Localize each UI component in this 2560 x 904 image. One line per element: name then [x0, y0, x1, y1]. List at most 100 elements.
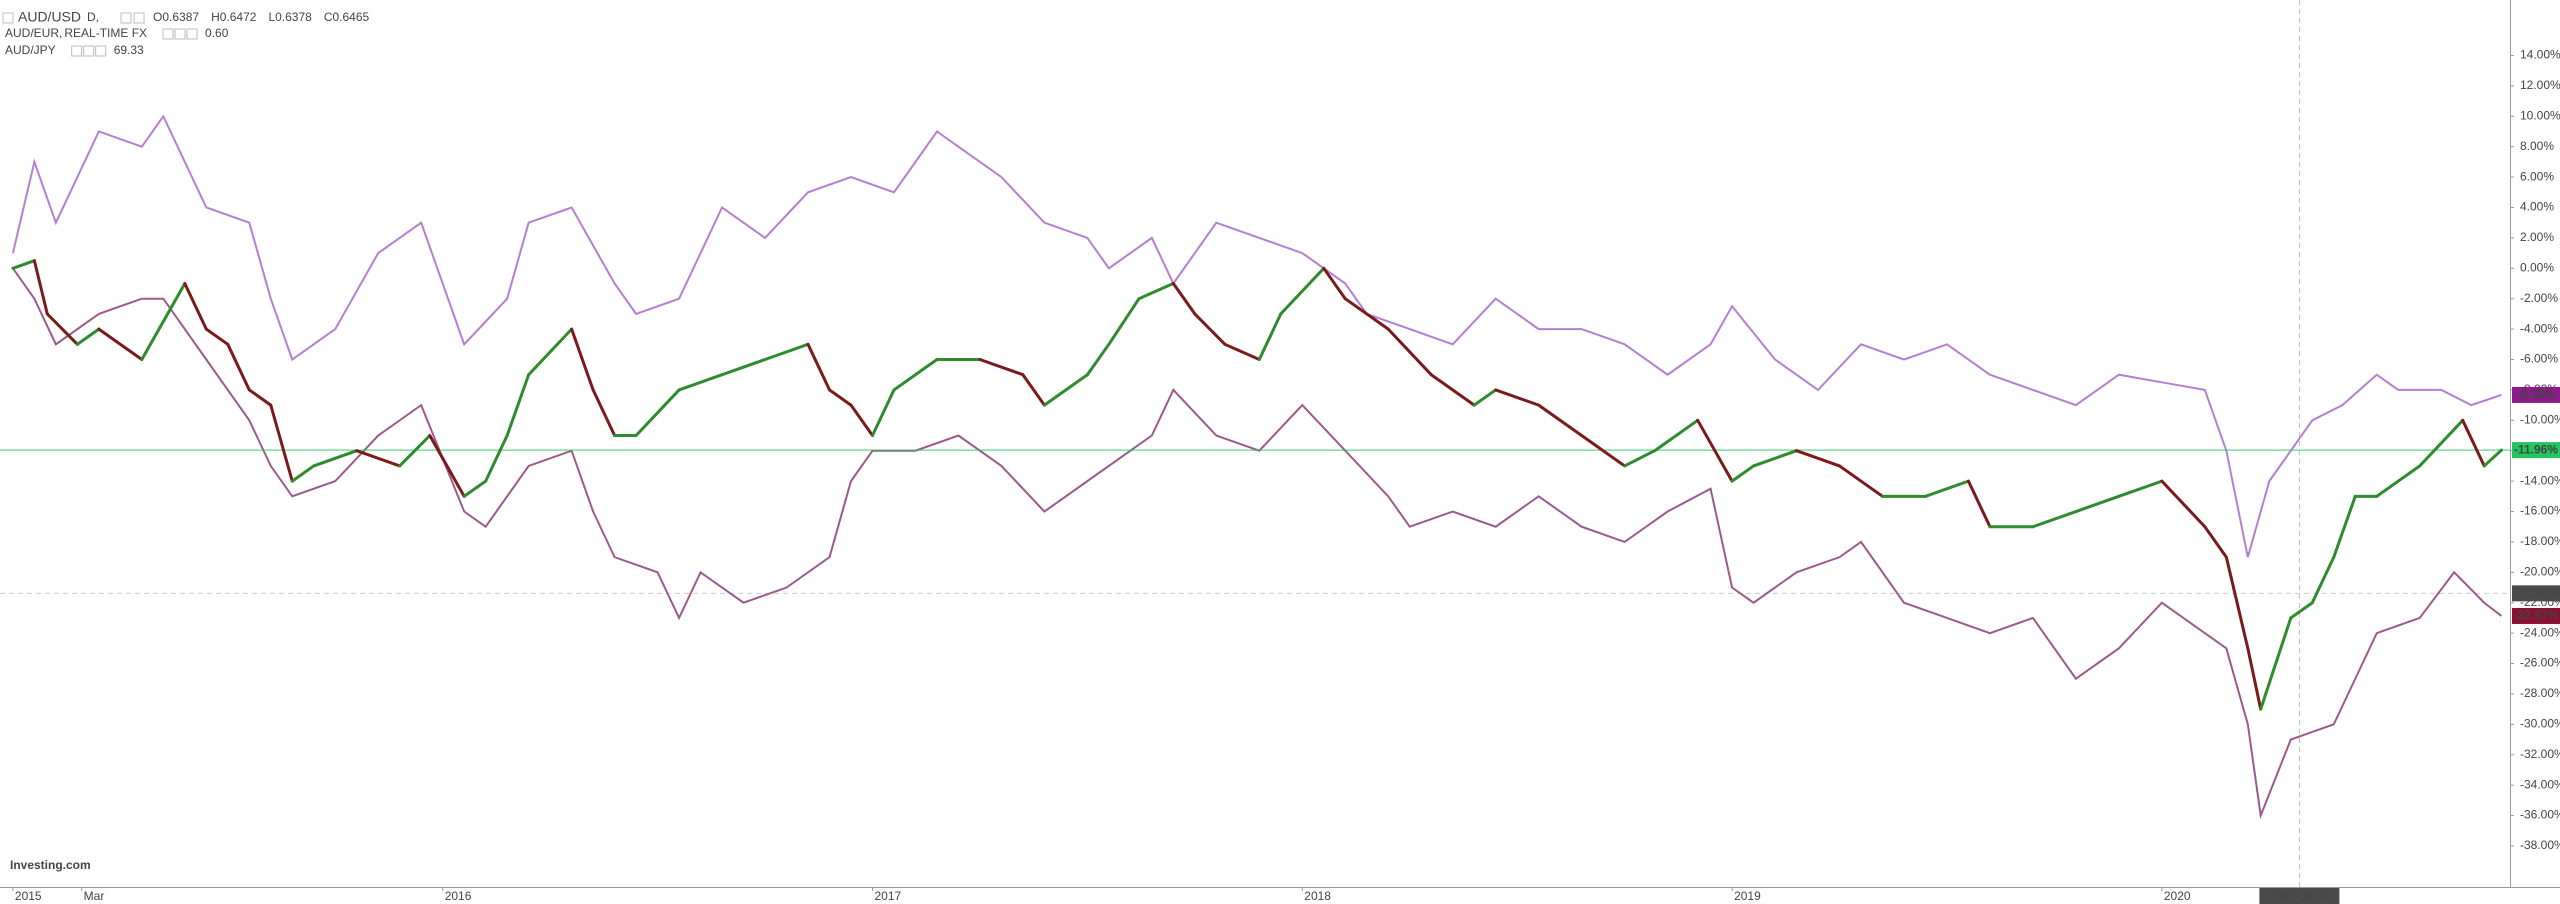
- crosshair-y-label: -21.3825: [2512, 586, 2560, 600]
- ohlc-label: L0.6378: [268, 10, 312, 24]
- legend-icon: [2, 12, 14, 24]
- price-segment: [978, 358, 1025, 377]
- price-segment: [428, 434, 466, 498]
- y-tick-label: -6.00%: [2520, 352, 2558, 366]
- price-segment: [1923, 479, 1970, 498]
- legend-icon: [120, 12, 132, 24]
- end-tag-label: -11.96%: [2514, 442, 2558, 456]
- price-segment: [2289, 601, 2314, 620]
- legend-source: REAL-TIME FX: [64, 26, 147, 40]
- price-segment: [1137, 282, 1175, 301]
- crosshair-y-box: [2512, 585, 2560, 602]
- price-segment: [269, 403, 294, 483]
- y-tick-label: 6.00%: [2520, 169, 2554, 183]
- end-tag: [2512, 442, 2560, 459]
- price-segment: [1494, 388, 1541, 407]
- y-tick-label: 8.00%: [2520, 139, 2554, 153]
- y-tick-label: -2.00%: [2520, 291, 2558, 305]
- y-tick-label: 14.00%: [2520, 48, 2560, 62]
- legend-icon: [174, 28, 186, 40]
- price-segment: [1021, 373, 1046, 407]
- price-segment: [1752, 449, 1799, 468]
- price-segment: [1107, 297, 1141, 346]
- ohlc-label: O0.6387: [153, 10, 199, 24]
- legend-interval: D,: [87, 10, 99, 24]
- price-segment: [75, 327, 101, 346]
- x-tick-label: 2019: [1734, 889, 1761, 903]
- legend-price: 69.33: [114, 43, 144, 57]
- price-segment: [1223, 342, 1261, 362]
- legend-icon: [186, 28, 198, 40]
- legend-name: AUD/JPY: [5, 43, 56, 57]
- price-segment: [484, 434, 509, 483]
- y-tick-label: -26.00%: [2520, 656, 2560, 670]
- price-segment: [1193, 312, 1227, 346]
- price-segment: [398, 434, 432, 468]
- price-segment: [527, 327, 574, 377]
- y-tick-label: -16.00%: [2520, 504, 2560, 518]
- price-segment: [45, 312, 79, 346]
- price-segment: [828, 388, 853, 407]
- price-segment: [677, 373, 724, 392]
- y-tick-label: -36.00%: [2520, 808, 2560, 822]
- legend-icon: [95, 45, 107, 57]
- x-tick-label: 2015: [15, 889, 42, 903]
- price-segment: [204, 327, 230, 346]
- end-tag-label: -8.33%: [2517, 387, 2555, 401]
- price-segment: [570, 327, 595, 392]
- legend-name: AUD/EUR: [5, 26, 59, 40]
- end-tag: [2512, 607, 2560, 624]
- x-tick-label: 2018: [1304, 889, 1331, 903]
- price-segment: [2332, 494, 2357, 559]
- price-segment: [1966, 479, 1992, 529]
- legend-price: 0.60: [205, 26, 229, 40]
- y-tick-label: -18.00%: [2520, 534, 2560, 548]
- price-segment: [97, 327, 144, 362]
- price-segment: [226, 342, 251, 392]
- price-segment: [2203, 525, 2228, 559]
- y-tick-label: 10.00%: [2520, 108, 2560, 122]
- price-segment: [1696, 418, 1734, 483]
- price-segment: [1257, 312, 1283, 362]
- price-segment: [1537, 403, 1584, 438]
- price-segment: [1042, 373, 1089, 407]
- price-segment: [1386, 327, 1433, 377]
- y-tick-label: -32.00%: [2520, 747, 2560, 761]
- price-segment: [1429, 373, 1476, 407]
- y-tick-label: 4.00%: [2520, 200, 2554, 214]
- ohlc-label: C0.6465: [324, 10, 370, 24]
- price-segment: [763, 342, 810, 362]
- price-segment: [2074, 494, 2121, 514]
- y-tick-label: -14.00%: [2520, 473, 2560, 487]
- legend-icon: [71, 45, 83, 57]
- price-segment: [2482, 448, 2503, 468]
- price-segment: [1472, 388, 1498, 407]
- price-segment: [1322, 266, 1347, 301]
- price-segment: [2310, 555, 2336, 605]
- price-segment: [2160, 479, 2207, 529]
- price-segment: [591, 388, 617, 438]
- x-tick-label: 2016: [445, 889, 472, 903]
- series-line: [12, 267, 2503, 820]
- price-segment: [2259, 616, 2293, 711]
- end-tag: [2512, 386, 2560, 403]
- price-segment: [32, 259, 49, 316]
- price-segment: [312, 449, 359, 468]
- crosshair-x-label: 2020-04-27: [2269, 889, 2331, 903]
- y-tick-label: -24.00%: [2520, 625, 2560, 639]
- price-segment: [1171, 282, 1197, 316]
- price-segment: [1623, 449, 1657, 468]
- y-tick-label: -10.00%: [2520, 412, 2560, 426]
- price-segment: [2246, 646, 2263, 711]
- y-tick-label: -30.00%: [2520, 717, 2560, 731]
- price-segment: [634, 388, 681, 438]
- price-segment: [849, 403, 874, 438]
- price-segment: [11, 259, 36, 270]
- price-segment: [2031, 510, 2078, 529]
- price-segment: [1730, 464, 1756, 483]
- y-tick-label: -4.00%: [2520, 321, 2558, 335]
- crosshair-x-box: [2259, 888, 2340, 904]
- price-segment: [2418, 418, 2465, 468]
- legend-icon: [83, 45, 95, 57]
